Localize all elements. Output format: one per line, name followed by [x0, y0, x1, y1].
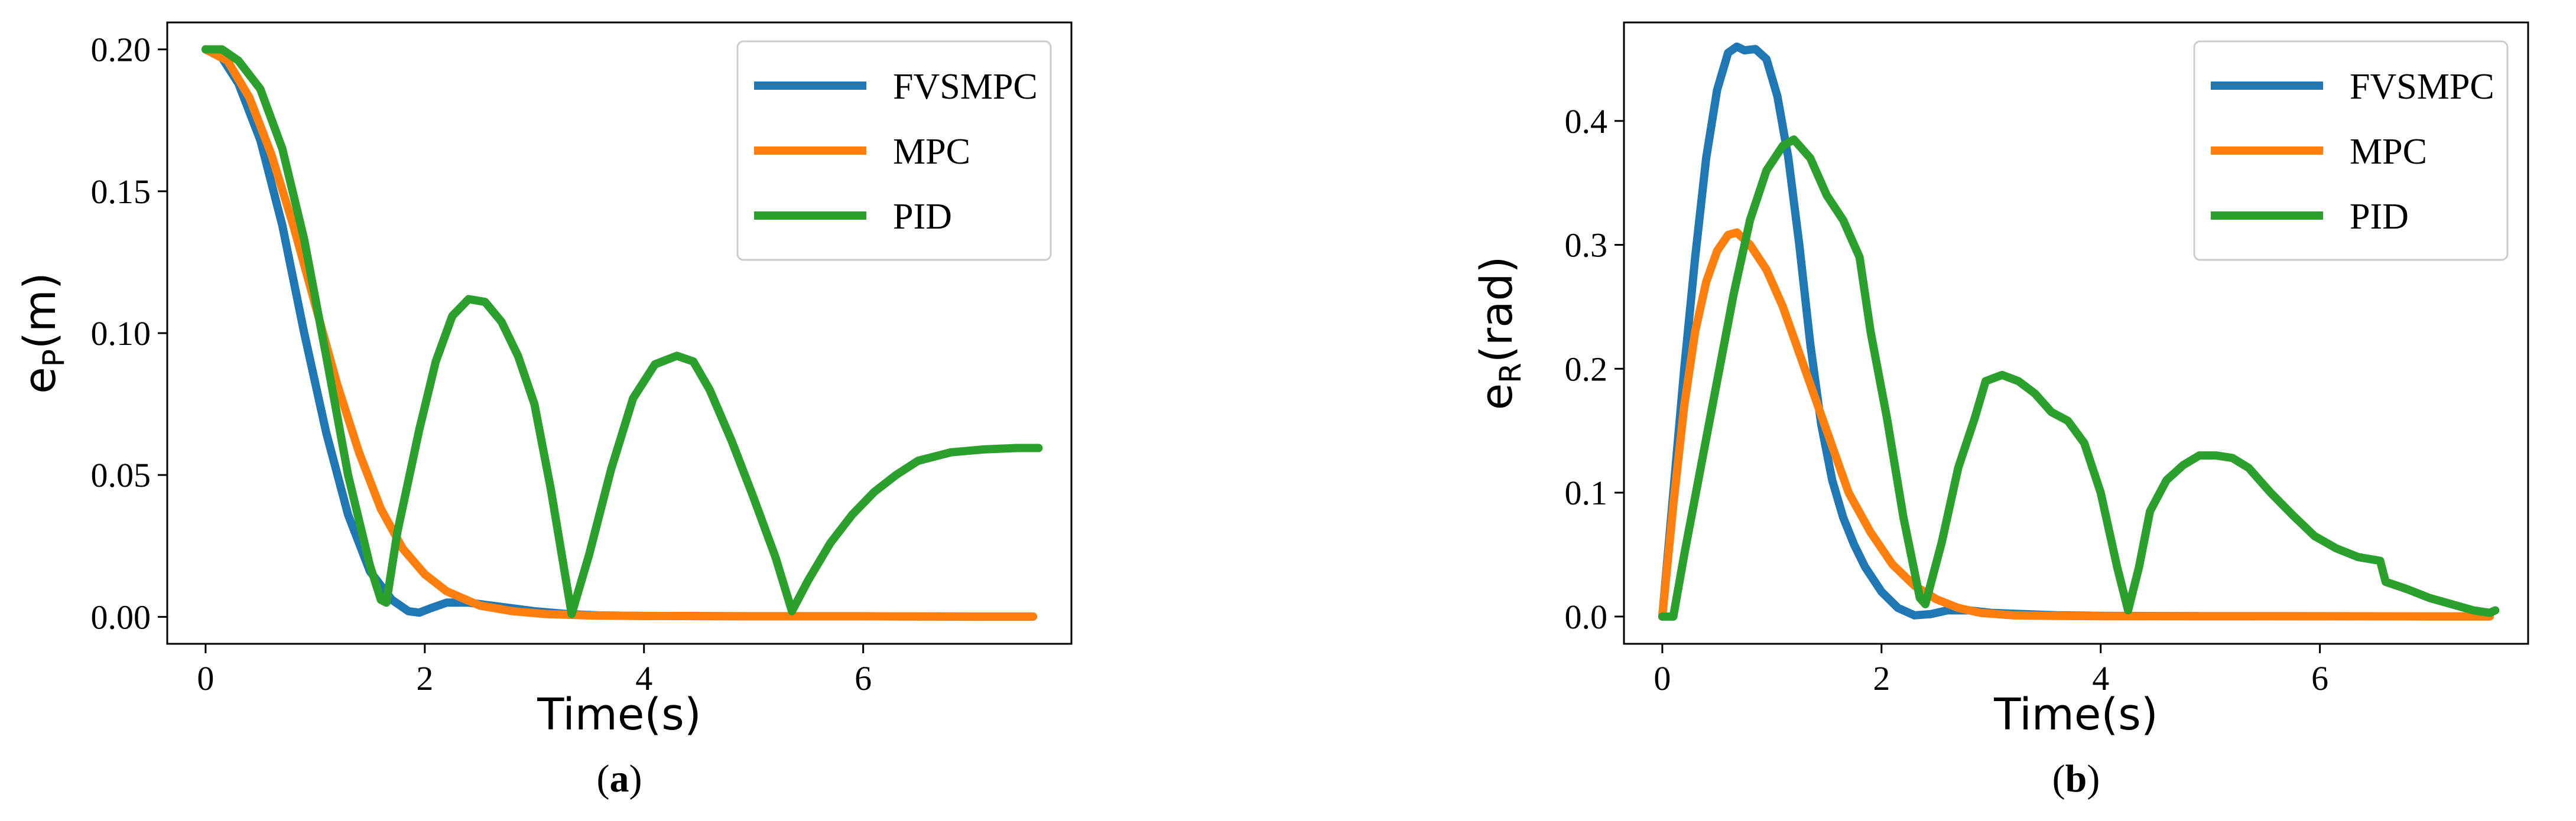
y-axis-label-main-a: e	[15, 367, 66, 394]
x-ticks-b: 0 2 4 6	[1654, 644, 2328, 698]
y-tick-label: 0.4	[1565, 102, 1608, 141]
series-line-mpc	[1658, 228, 2494, 621]
series-layer-a	[201, 45, 1043, 621]
y-ticks-a: 0.00 0.05 0.10 0.15 0.20	[91, 31, 167, 636]
y-tick-label: 0.15	[91, 172, 151, 211]
caption-a: (a)	[597, 757, 642, 800]
legend-label-fvsmpc: FVSMPC	[893, 67, 1038, 107]
x-tick-label: 2	[416, 659, 433, 698]
x-tick-label: 0	[1654, 659, 1671, 698]
y-axis-label-a: eP(m)	[15, 272, 71, 394]
y-axis-label-sub-a: P	[37, 349, 71, 367]
legend-box	[736, 40, 1052, 261]
legend-label-mpc: MPC	[2350, 132, 2427, 172]
y-tick-label: 0.20	[91, 31, 151, 69]
legend-b: FVSMPC MPC PID	[2193, 40, 2509, 261]
series-line-pid	[201, 45, 1043, 618]
y-axis-label-b: eR(rad)	[1471, 256, 1528, 410]
y-axis-label-unit-a: (m)	[15, 272, 66, 349]
series-layer-b	[1658, 42, 2500, 621]
x-tick-label: 2	[1873, 659, 1890, 698]
plot-frame-b	[1623, 21, 2529, 645]
x-axis-label-b: Time(s)	[1993, 689, 2158, 740]
y-axis-label-sub-b: R	[1493, 363, 1528, 383]
x-tick-label: 4	[2092, 659, 2109, 698]
y-tick-label: 0.0	[1565, 598, 1608, 636]
x-tick-label: 4	[635, 659, 652, 698]
y-axis-label-main-b: e	[1471, 383, 1522, 410]
x-axis-label-a: Time(s)	[537, 689, 701, 740]
x-ticks-a: 0 2 4 6	[197, 644, 872, 698]
y-tick-label: 0.10	[91, 314, 151, 353]
caption-b: (b)	[2052, 757, 2100, 800]
caption-letter-a: a	[610, 757, 629, 800]
legend-label-pid: PID	[893, 197, 952, 237]
subplot-b: 0 2 4 6 0.0 0.1 0.2 0.3 0.4 Time(s) eR(rad) FVS…	[1471, 21, 2529, 800]
legend-label-mpc: MPC	[893, 132, 970, 172]
y-tick-label: 0.2	[1565, 350, 1608, 388]
y-ticks-b: 0.0 0.1 0.2 0.3 0.4	[1565, 102, 1624, 636]
legend-label-pid: PID	[2350, 197, 2409, 237]
y-axis-label-unit-b: (rad)	[1471, 256, 1522, 363]
legend-box	[2193, 40, 2509, 261]
caption-letter-b: b	[2065, 757, 2087, 800]
x-tick-label: 6	[855, 659, 872, 698]
series-line-pid	[1658, 135, 2500, 621]
x-tick-label: 0	[197, 659, 214, 698]
y-tick-label: 0.3	[1565, 226, 1608, 265]
y-tick-label: 0.1	[1565, 474, 1608, 512]
legend-a: FVSMPC MPC PID	[736, 40, 1052, 261]
y-tick-label: 0.00	[91, 598, 151, 636]
x-tick-label: 6	[2311, 659, 2328, 698]
legend-label-fvsmpc: FVSMPC	[2350, 67, 2494, 107]
y-tick-label: 0.05	[91, 456, 151, 494]
series-line-mpc	[201, 45, 1038, 621]
